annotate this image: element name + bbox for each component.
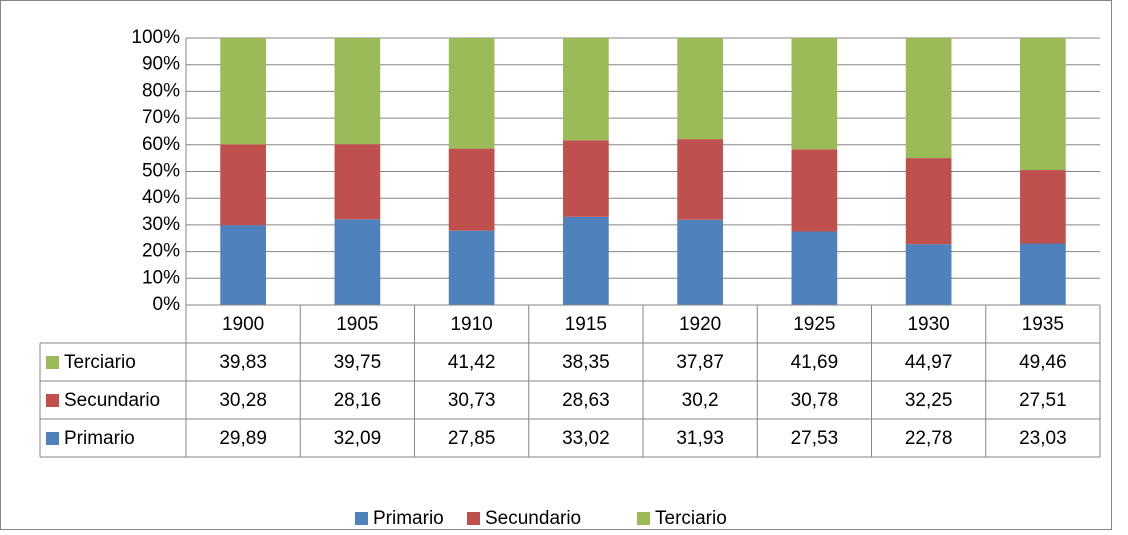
bar-segment	[220, 144, 266, 226]
table-cell: 28,63	[562, 390, 610, 411]
y-tick-label: 60%	[142, 134, 180, 155]
table-cell: 23,03	[1019, 428, 1067, 449]
bar-segment	[448, 38, 495, 149]
x-tick-label: 1910	[450, 314, 492, 335]
table-cell: 38,35	[562, 352, 610, 373]
table-cell: 33,02	[562, 428, 610, 449]
bar-segment	[220, 38, 266, 145]
bar-segment	[905, 158, 952, 245]
table-cell: 32,25	[905, 390, 953, 411]
bar-segment	[1020, 38, 1066, 171]
bar-segment	[1020, 243, 1066, 305]
table-cell: 41,69	[791, 352, 839, 373]
table-cell: 39,83	[219, 352, 267, 373]
table-cell: 27,53	[791, 428, 839, 449]
legend-label: Terciario	[655, 508, 727, 529]
x-tick-label: 1905	[336, 314, 378, 335]
legend-key	[355, 512, 368, 525]
bar-segment	[563, 216, 609, 305]
table-cell: 32,09	[334, 428, 382, 449]
y-tick-label: 10%	[142, 267, 180, 288]
table-cell: 39,75	[334, 352, 382, 373]
bar-segment	[677, 139, 723, 220]
bar-segment	[905, 244, 952, 305]
bar-segment	[563, 38, 609, 141]
table-cell: 28,16	[334, 390, 382, 411]
bar-segment	[791, 149, 838, 232]
table-cell: 49,46	[1019, 352, 1067, 373]
y-tick-label: 0%	[153, 294, 181, 315]
bar-segment	[220, 225, 266, 305]
table-cell: 41,42	[448, 352, 496, 373]
bar-segment	[1020, 170, 1066, 244]
y-tick-label: 70%	[142, 107, 180, 128]
bar-segment	[448, 230, 495, 305]
table-cell: 22,78	[905, 428, 953, 449]
legend-key	[637, 512, 650, 525]
table-cell: 37,87	[676, 352, 724, 373]
bar-segment	[791, 38, 838, 150]
table-cell: 27,51	[1019, 390, 1067, 411]
table-cell: 30,28	[219, 390, 267, 411]
x-tick-label: 1925	[793, 314, 835, 335]
bar-segment	[448, 148, 495, 231]
x-tick-label: 1935	[1022, 314, 1064, 335]
x-tick-label: 1915	[565, 314, 607, 335]
table-row-label: Terciario	[64, 352, 136, 373]
table-row-label: Secundario	[64, 390, 160, 411]
bar-segment	[334, 219, 381, 305]
table-cell: 31,93	[676, 428, 724, 449]
bar-segment	[563, 140, 609, 217]
bar-segment	[905, 38, 952, 159]
table-row-label: Primario	[64, 428, 135, 449]
legend-label: Primario	[373, 508, 444, 529]
bar-segment	[677, 38, 723, 140]
table-cell: 27,85	[448, 428, 496, 449]
y-tick-label: 40%	[142, 187, 180, 208]
table-cell: 30,73	[448, 390, 496, 411]
y-tick-label: 100%	[131, 27, 180, 48]
table-cell: 44,97	[905, 352, 953, 373]
table-cell: 30,78	[791, 390, 839, 411]
legend-key	[46, 432, 59, 445]
legend-key	[46, 394, 59, 407]
y-tick-label: 20%	[142, 241, 180, 262]
legend-key	[467, 512, 480, 525]
bar-segment	[334, 144, 381, 220]
bar-segment	[791, 231, 838, 305]
y-tick-label: 30%	[142, 214, 180, 235]
bar-segment	[334, 38, 381, 145]
y-tick-label: 50%	[142, 161, 180, 182]
x-tick-label: 1920	[679, 314, 721, 335]
y-tick-label: 80%	[142, 80, 180, 101]
table-cell: 30,2	[682, 390, 719, 411]
legend-label: Secundario	[485, 508, 581, 529]
x-tick-label: 1930	[907, 314, 949, 335]
bar-segment	[677, 219, 723, 305]
table-cell: 29,89	[219, 428, 267, 449]
y-tick-label: 90%	[142, 54, 180, 75]
legend-key	[46, 356, 59, 369]
x-tick-label: 1900	[222, 314, 264, 335]
